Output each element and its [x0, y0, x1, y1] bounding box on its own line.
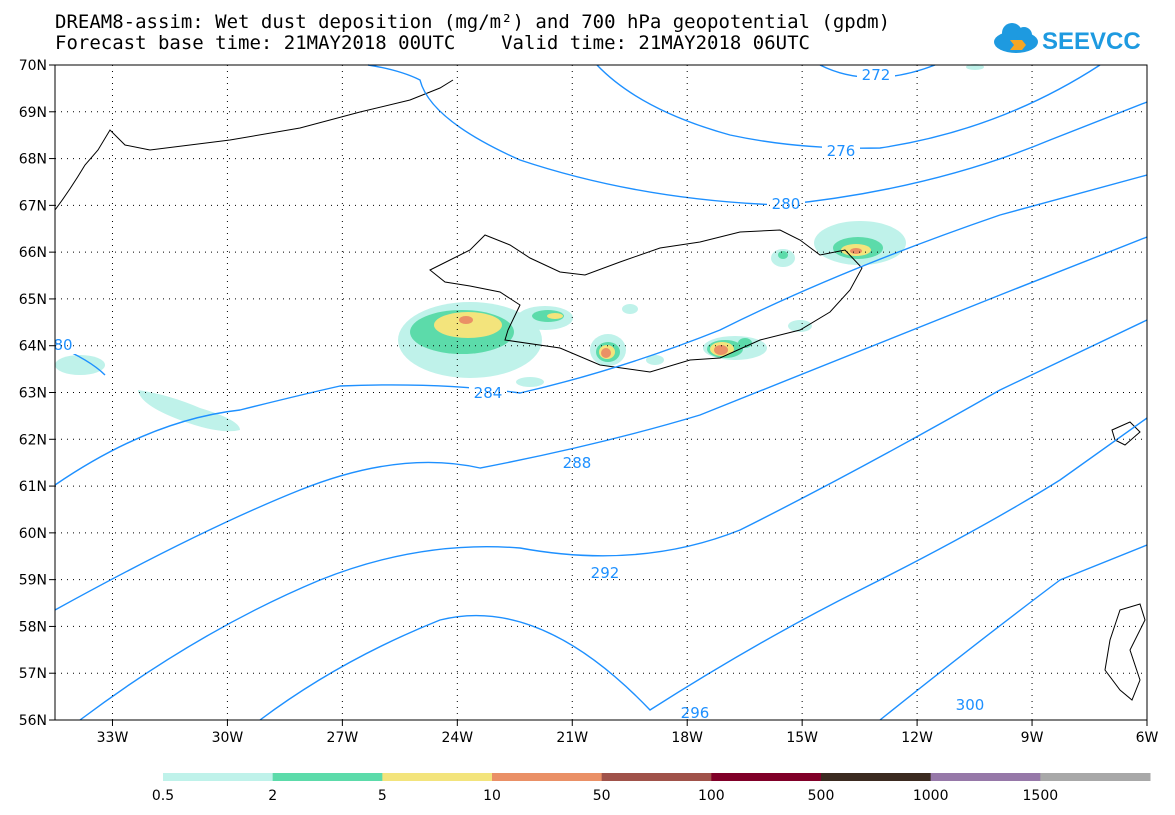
lon-tick-label: 12W [901, 730, 933, 746]
contour-label-bg [44, 337, 82, 354]
legend-label: 2 [268, 788, 277, 804]
legend-label: 10 [483, 788, 501, 804]
lat-tick-label: 66N [19, 245, 47, 261]
dust-deposition-fill [55, 64, 984, 432]
seevccc-logo: SEEVCCC [994, 23, 1140, 55]
lon-tick-label: 30W [212, 730, 244, 746]
legend-label: 5 [378, 788, 387, 804]
contour-label: 276 [827, 142, 856, 160]
contour-label: 292 [591, 564, 620, 582]
legend-swatch [1040, 773, 1151, 781]
lat-tick-label: 56N [19, 713, 47, 729]
lat-tick-label: 68N [19, 152, 47, 168]
legend-swatch [272, 773, 383, 781]
lon-tick-label: 33W [97, 730, 129, 746]
contour-line [259, 417, 1148, 721]
lat-tick-label: 67N [19, 198, 47, 214]
contour-line [54, 236, 1148, 611]
legend-swatch [492, 773, 603, 781]
map-title: DREAM8-assim: Wet dust deposition (mg/m²… [55, 11, 891, 33]
cloud-icon [994, 23, 1038, 53]
contour-line [79, 319, 1148, 721]
coastlines [54, 79, 1146, 701]
lon-tick-label: 15W [786, 730, 818, 746]
contour-label-bg [676, 705, 714, 722]
contour-label-bg [951, 697, 989, 714]
lat-tick-label: 63N [19, 386, 47, 402]
lon-tick-label: 9W [1021, 730, 1044, 746]
lon-tick-label: 27W [327, 730, 359, 746]
lon-tick-label: 24W [441, 730, 473, 746]
legend-label: 0.5 [152, 788, 174, 804]
contour-label: 300 [956, 696, 985, 714]
legend-swatch [601, 773, 712, 781]
lat-tick-label: 60N [19, 526, 47, 542]
contour-label: 280 [772, 195, 801, 213]
contour-label-bg [586, 565, 624, 582]
contour-label-bg [767, 196, 805, 213]
legend-swatch [382, 773, 493, 781]
lat-tick-label: 69N [19, 105, 47, 121]
lat-tick-label: 57N [19, 666, 47, 682]
legend-label: 1000 [913, 788, 949, 804]
graticule [55, 64, 1148, 721]
legend-swatch [163, 773, 274, 781]
contour-line [596, 64, 1101, 149]
legend-label: 500 [808, 788, 835, 804]
lat-tick-label: 70N [19, 58, 47, 74]
contour-line [367, 64, 1148, 206]
lon-tick-label: 21W [556, 730, 588, 746]
legend-swatch [821, 773, 932, 781]
map-subtitle: Forecast base time: 21MAY2018 00UTC Vali… [55, 32, 810, 54]
lon-tick-label: 18W [671, 730, 703, 746]
contour-line [54, 174, 1148, 486]
contour-label-bg [857, 67, 895, 84]
lat-tick-label: 62N [19, 432, 47, 448]
contour-label-bg [822, 143, 860, 160]
legend-label: 50 [593, 788, 611, 804]
contour-label: 272 [862, 66, 891, 84]
svg-text:SEEVCCC: SEEVCCC [1042, 28, 1140, 55]
legend-swatch [930, 773, 1041, 781]
legend-swatch [711, 773, 822, 781]
lat-tick-label: 59N [19, 573, 47, 589]
legend-label: 100 [698, 788, 725, 804]
contour-label-bg [558, 455, 596, 472]
contour-label: 296 [681, 704, 710, 722]
lat-tick-label: 65N [19, 292, 47, 308]
legend-label: 1500 [1023, 788, 1059, 804]
lat-tick-label: 58N [19, 619, 47, 635]
color-legend: 0.5 2 5 10 50 100 500 1000 1500 [152, 773, 1151, 804]
map-axes: 33W 30W 27W 24W 21W 18W 15W 12W 9W 6W 70N 69N 68N 67N… [19, 58, 1159, 746]
lat-tick-label: 61N [19, 479, 47, 495]
lat-tick-label: 64N [19, 339, 47, 355]
contour-label-bg [469, 385, 507, 402]
lon-tick-label: 6W [1136, 730, 1159, 746]
contour-label: 288 [563, 454, 592, 472]
contour-line [879, 544, 1148, 721]
contour-label: 80 [53, 336, 72, 354]
